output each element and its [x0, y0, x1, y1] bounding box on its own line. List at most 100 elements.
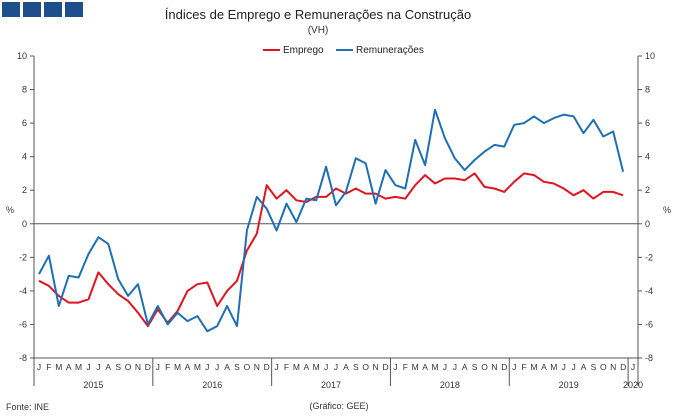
logo-square-icon — [65, 2, 83, 17]
x-tick-label-year: 2020 — [623, 380, 643, 390]
x-tick-label-month: N — [610, 362, 616, 372]
x-tick-label-month: M — [313, 362, 320, 372]
y-tick-label-right: -2 — [645, 252, 653, 262]
y-tick-label-left: -6 — [19, 319, 27, 329]
source-note: Fonte: INE — [6, 402, 49, 412]
x-tick-label-year: 2019 — [559, 380, 579, 390]
chart-subtitle: (VH) — [308, 25, 329, 36]
x-tick-label-month: A — [343, 362, 349, 372]
x-tick-label-month: J — [215, 362, 219, 372]
x-tick-label-month: O — [600, 362, 607, 372]
y-tick-label-right: 8 — [645, 85, 650, 95]
x-tick-label-month: J — [393, 362, 397, 372]
x-tick-label-month: J — [453, 362, 457, 372]
x-tick-label-month: A — [541, 362, 547, 372]
x-tick-label-month: J — [205, 362, 209, 372]
series-lines — [38, 108, 625, 333]
x-tick-label-month: O — [362, 362, 369, 372]
x-tick-label-month: M — [550, 362, 557, 372]
x-tick-label-month: S — [234, 362, 240, 372]
x-tick-label-month: O — [481, 362, 488, 372]
x-tick-label-month: A — [224, 362, 230, 372]
x-tick-label-month: S — [472, 362, 478, 372]
x-tick-label-month: J — [156, 362, 160, 372]
x-tick-label-month: F — [46, 362, 51, 372]
x-tick-label-month: F — [165, 362, 170, 372]
x-tick-label-month: A — [105, 362, 111, 372]
x-tick-label-month: F — [403, 362, 408, 372]
y-tick-label-right: 4 — [645, 152, 650, 162]
logo-square-icon — [23, 2, 41, 17]
x-tick-label-month: J — [512, 362, 516, 372]
y-tick-label-left: 4 — [22, 152, 27, 162]
chart-credit: (Gráfico: GEE) — [309, 401, 368, 411]
x-tick-label-month: D — [145, 362, 151, 372]
y-tick-label-left: -2 — [19, 252, 27, 262]
y-tick-label-left: 8 — [22, 85, 27, 95]
series-line-remuneracoes — [38, 108, 625, 333]
legend-label-remuneracoes: Remunerações — [356, 45, 424, 56]
x-tick-label-month: M — [194, 362, 201, 372]
x-tick-label-year: 2018 — [440, 380, 460, 390]
chart-title: Índices de Emprego e Remunerações na Con… — [165, 7, 471, 22]
x-tick-label-month: J — [96, 362, 100, 372]
x-tick-label-month: M — [75, 362, 82, 372]
legend: Emprego Remunerações — [263, 45, 424, 56]
x-tick-label-month: A — [462, 362, 468, 372]
logo-square-icon — [2, 2, 20, 17]
x-tick-label-month: M — [293, 362, 300, 372]
y-tick-label-left: 10 — [17, 51, 27, 61]
x-tick-label-month: J — [562, 362, 566, 372]
y-tick-label-left: 2 — [22, 185, 27, 195]
legend-label-emprego: Emprego — [283, 45, 324, 56]
x-tick-label-month: J — [86, 362, 90, 372]
y-axis-label-right: % — [663, 205, 671, 215]
x-tick-label-month: A — [185, 362, 191, 372]
x-tick-label-month: N — [373, 362, 379, 372]
x-tick-label-month: F — [522, 362, 527, 372]
x-tick-label-month: J — [274, 362, 278, 372]
x-tick-label-year: 2017 — [321, 380, 341, 390]
x-tick-label-month: A — [581, 362, 587, 372]
x-tick-label-month: J — [572, 362, 576, 372]
y-tick-label-left: -8 — [19, 353, 27, 363]
x-tick-label-month: N — [135, 362, 141, 372]
x-tick-label-month: J — [631, 362, 635, 372]
y-tick-label-right: -6 — [645, 319, 653, 329]
x-tick-label-month: J — [443, 362, 447, 372]
y-tick-label-right: 10 — [645, 51, 655, 61]
ine-logo — [2, 2, 83, 17]
y-tick-label-right: -4 — [645, 286, 653, 296]
x-tick-label-month: M — [431, 362, 438, 372]
x-tick-label-month: M — [412, 362, 419, 372]
x-tick-label-year: 2015 — [83, 380, 103, 390]
x-tick-label-month: M — [174, 362, 181, 372]
x-tick-label-month: M — [530, 362, 537, 372]
x-tick-label-month: S — [591, 362, 597, 372]
x-tick-label-month: J — [324, 362, 328, 372]
y-tick-label-right: 0 — [645, 219, 650, 229]
y-ticks: 10 10 8 8 6 6 4 4 2 2 0 0 -2 -2 -4 -4 -6 -6 -8 -8 — [17, 51, 655, 363]
x-tick-label-month: D — [264, 362, 270, 372]
series-line-emprego — [38, 172, 624, 328]
x-tick-label-year: 2016 — [202, 380, 222, 390]
x-tick-label-month: O — [244, 362, 251, 372]
x-tick-label-month: N — [491, 362, 497, 372]
x-tick-label-month: A — [66, 362, 72, 372]
x-tick-label-month: D — [620, 362, 626, 372]
x-tick-label-month: A — [303, 362, 309, 372]
x-tick-label-month: J — [334, 362, 338, 372]
axes — [33, 56, 639, 386]
x-tick-label-month: A — [422, 362, 428, 372]
x-tick-label-month: D — [501, 362, 507, 372]
y-tick-label-right: -8 — [645, 353, 653, 363]
x-tick-label-month: F — [284, 362, 289, 372]
y-axis-label-left: % — [6, 205, 14, 215]
y-tick-label-right: 2 — [645, 185, 650, 195]
y-tick-label-right: 6 — [645, 118, 650, 128]
y-tick-label-left: 6 — [22, 118, 27, 128]
x-tick-label-month: D — [382, 362, 388, 372]
x-tick-label-month: J — [37, 362, 41, 372]
